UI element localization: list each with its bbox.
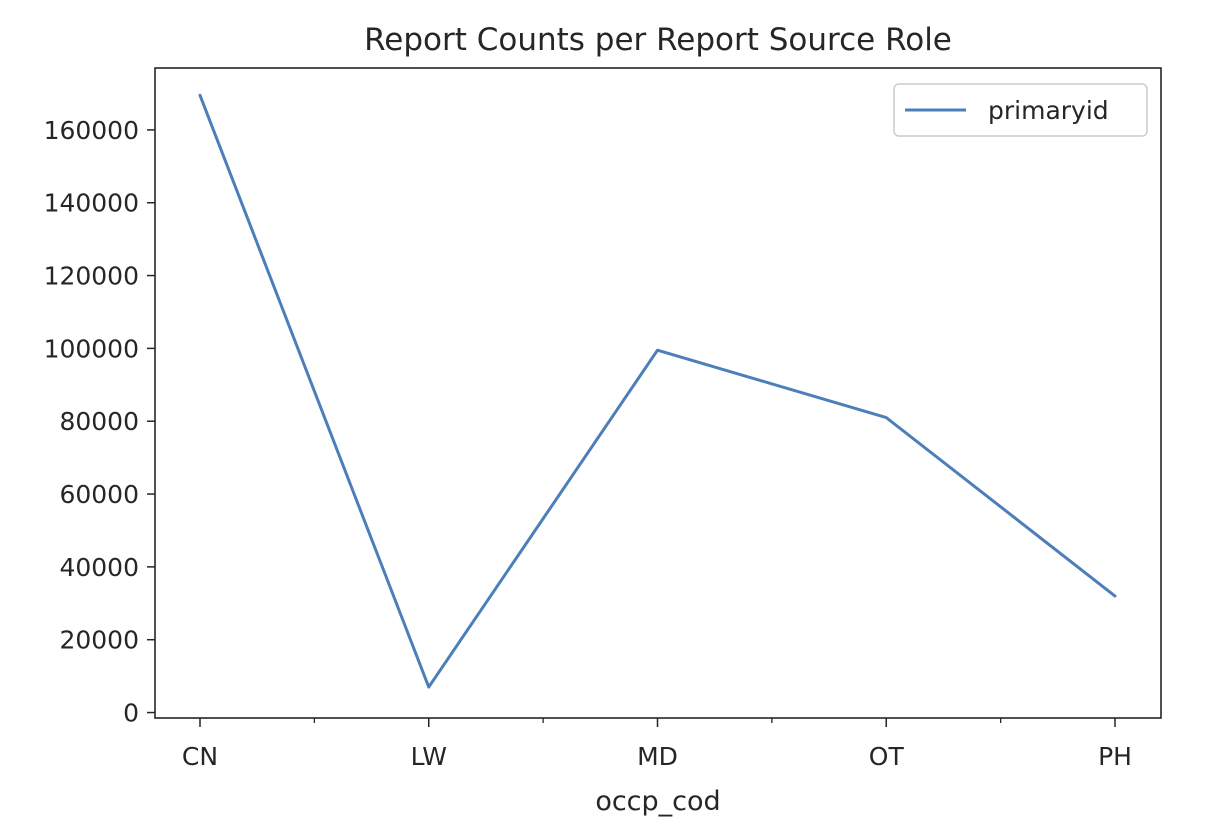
x-tick-label-OT: OT (869, 742, 905, 771)
y-tick-label-40000: 40000 (59, 553, 139, 582)
y-tick-label-100000: 100000 (44, 334, 139, 363)
y-tick-label-120000: 120000 (44, 262, 139, 291)
x-tick-label-LW: LW (411, 742, 447, 771)
series-layer (198, 93, 1117, 689)
x-axis: CN LW MD OT PH (182, 718, 1132, 771)
x-tick-label-PH: PH (1098, 742, 1132, 771)
y-tick-label-140000: 140000 (44, 189, 139, 218)
legend-box (893, 83, 1148, 137)
y-tick-label-80000: 80000 (59, 407, 139, 436)
plot-area (154, 67, 1162, 719)
legend-label-primaryid: primaryid (988, 96, 1109, 125)
y-axis: 0 20000 40000 60000 80000 100000 120000 140000 1… (44, 116, 155, 728)
legend: primaryid (893, 83, 1148, 137)
y-tick-label-60000: 60000 (59, 480, 139, 509)
y-tick-label-0: 0 (123, 699, 139, 728)
series-line-primaryid (198, 93, 1117, 689)
x-tick-label-CN: CN (182, 742, 218, 771)
y-tick-label-20000: 20000 (59, 626, 139, 655)
x-tick-label-MD: MD (637, 742, 678, 771)
y-tick-label-160000: 160000 (44, 116, 139, 145)
x-axis-label: occp_cod (595, 786, 720, 817)
chart-title: Report Counts per Report Source Role (364, 22, 952, 58)
